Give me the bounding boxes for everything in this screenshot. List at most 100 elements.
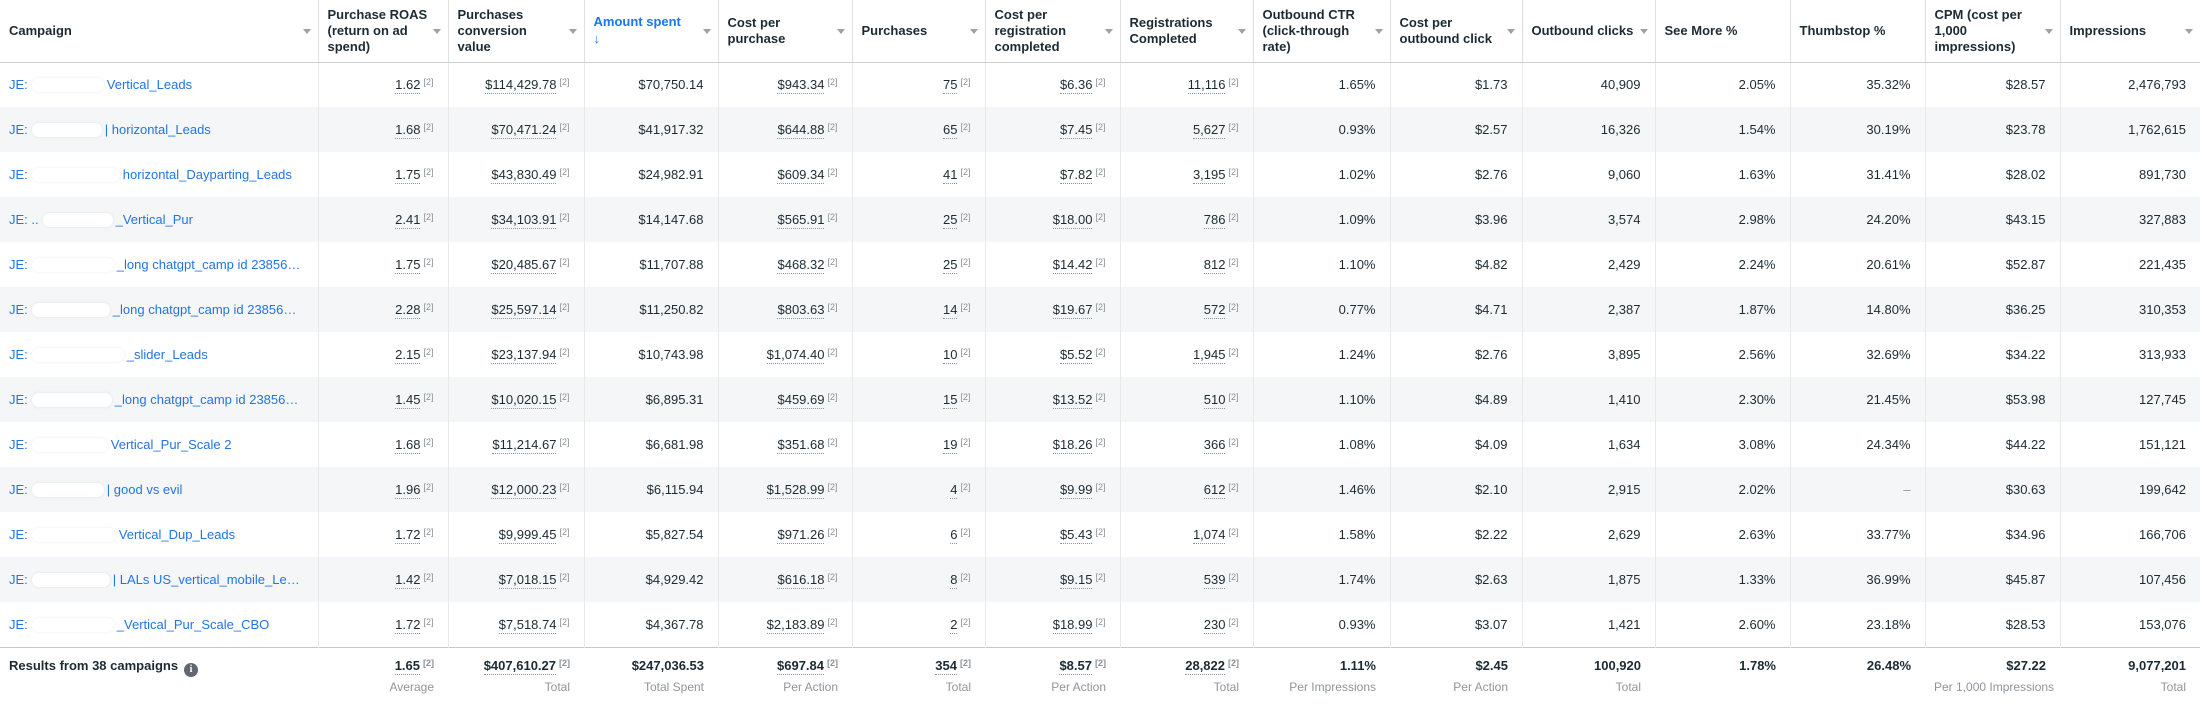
metric-value[interactable]: $351.68 <box>777 437 825 454</box>
column-header-registrations_completed[interactable]: Registrations Completed <box>1120 0 1254 63</box>
metric-value[interactable]: $7,518.74 <box>498 616 557 634</box>
campaign-link[interactable]: JE: _long chatgpt_camp id 23856… <box>9 392 298 407</box>
metric-value[interactable]: $565.91 <box>777 212 825 229</box>
column-header-campaign[interactable]: Campaign <box>0 0 319 63</box>
metric-value[interactable]: 2 <box>950 616 958 634</box>
column-header-roas[interactable]: Purchase ROAS (return on ad spend) <box>318 0 449 63</box>
metric-value[interactable]: $34,103.91 <box>491 212 557 229</box>
campaign-link[interactable]: JE: .. _Vertical_Pur <box>9 212 193 227</box>
metric-value[interactable]: 230 <box>1203 616 1226 634</box>
metric-value[interactable]: $609.34 <box>777 167 825 184</box>
metric-value[interactable]: 4 <box>950 482 958 499</box>
metric-value[interactable]: $9.99 <box>1059 482 1093 499</box>
metric-value[interactable]: 786 <box>1203 212 1226 229</box>
metric-value[interactable]: $616.18 <box>777 572 825 589</box>
metric-value[interactable]: $468.32 <box>777 257 825 274</box>
column-header-outbound_ctr[interactable]: Outbound CTR (click-through rate) <box>1253 0 1391 63</box>
metric-value[interactable]: $25,597.14 <box>491 302 557 319</box>
metric-value[interactable]: $14.42 <box>1052 257 1093 274</box>
metric-value[interactable]: 5,627 <box>1192 122 1226 139</box>
metric-value[interactable]: $23,137.94 <box>491 347 557 364</box>
metric-value[interactable]: 366 <box>1203 437 1226 454</box>
metric-value[interactable]: $644.88 <box>777 122 825 139</box>
column-header-cost_per_registration[interactable]: Cost per registration completed <box>985 0 1121 63</box>
metric-value[interactable]: 65 <box>943 122 958 139</box>
metric-value[interactable]: $2,183.89 <box>766 616 825 634</box>
metric-value[interactable]: 2.28 <box>395 302 421 319</box>
metric-value[interactable]: $11,214.67 <box>492 437 557 454</box>
metric-value[interactable]: $7.45 <box>1059 122 1093 139</box>
metric-value[interactable]: $18.00 <box>1052 212 1093 229</box>
column-header-thumbstop_pct[interactable]: Thumbstop % <box>1790 0 1926 63</box>
metric-value[interactable]: 11,116 <box>1187 77 1226 95</box>
metric-value[interactable]: 15 <box>943 392 958 409</box>
metric-value[interactable]: 14 <box>943 302 958 319</box>
column-header-outbound_clicks[interactable]: Outbound clicks <box>1522 0 1656 63</box>
campaign-link[interactable]: JE: horizontal_Dayparting_Leads <box>9 167 292 182</box>
metric-value[interactable]: 612 <box>1203 482 1226 499</box>
metric-value[interactable]: 1.72 <box>395 616 421 634</box>
metric-value[interactable]: $70,471.24 <box>491 122 557 139</box>
metric-value[interactable]: 1.75 <box>395 167 421 184</box>
total-metric-value[interactable]: 354 <box>935 657 957 675</box>
metric-value[interactable]: $1,528.99 <box>766 482 825 499</box>
campaign-link[interactable]: JE: Vertical_Leads <box>9 77 192 93</box>
metric-value[interactable]: 2.41 <box>395 212 421 229</box>
metric-value[interactable]: $19.67 <box>1052 302 1093 319</box>
column-header-see_more_pct[interactable]: See More % <box>1655 0 1791 63</box>
metric-value[interactable]: 1,074 <box>1192 527 1226 544</box>
metric-value[interactable]: 41 <box>943 167 958 184</box>
campaign-link[interactable]: JE: _long chatgpt_camp id 23856… <box>9 302 296 317</box>
campaign-link[interactable]: JE: | horizontal_Leads <box>9 122 211 137</box>
metric-value[interactable]: 1.42 <box>395 572 421 589</box>
total-metric-value[interactable]: $407,610.27 <box>483 657 556 675</box>
total-metric-value[interactable]: $697.84 <box>777 657 824 675</box>
metric-value[interactable]: $6.36 <box>1059 77 1093 95</box>
campaign-link[interactable]: JE: _long chatgpt_camp id 23856… <box>9 257 300 272</box>
metric-value[interactable]: $9.15 <box>1059 572 1093 589</box>
metric-value[interactable]: $10,020.15 <box>491 392 557 409</box>
metric-value[interactable]: 539 <box>1203 572 1226 589</box>
metric-value[interactable]: $114,429.78 <box>485 77 557 95</box>
metric-value[interactable]: $7.82 <box>1059 167 1093 184</box>
metric-value[interactable]: $803.63 <box>777 302 825 319</box>
campaign-link[interactable]: JE: _Vertical_Pur_Scale_CBO <box>9 617 269 632</box>
metric-value[interactable]: $5.52 <box>1059 347 1093 364</box>
metric-value[interactable]: 3,195 <box>1192 167 1226 184</box>
info-icon[interactable]: i <box>184 662 199 677</box>
metric-value[interactable]: 2.15 <box>395 347 421 364</box>
campaign-link[interactable]: JE: Vertical_Dup_Leads <box>9 527 235 542</box>
metric-value[interactable]: 75 <box>943 77 958 95</box>
metric-value[interactable]: 10 <box>943 347 958 364</box>
metric-value[interactable]: 1,945 <box>1192 347 1226 364</box>
campaign-link[interactable]: JE: | LALs US_vertical_mobile_Le… <box>9 572 300 587</box>
metric-value[interactable]: $13.52 <box>1052 392 1093 409</box>
total-metric-value[interactable]: 28,822 <box>1185 657 1225 675</box>
metric-value[interactable]: 1.96 <box>395 482 421 499</box>
metric-value[interactable]: $18.99 <box>1052 616 1093 634</box>
total-metric-value[interactable]: $8.57 <box>1059 657 1092 675</box>
metric-value[interactable]: 510 <box>1203 392 1226 409</box>
metric-value[interactable]: 1.68 <box>395 122 421 139</box>
column-header-cost_per_outbound_click[interactable]: Cost per outbound click <box>1390 0 1523 63</box>
metric-value[interactable]: 1.62 <box>395 77 421 95</box>
column-header-impressions[interactable]: Impressions <box>2060 0 2200 63</box>
metric-value[interactable]: 1.45 <box>395 392 421 409</box>
metric-value[interactable]: 19 <box>943 437 958 454</box>
metric-value[interactable]: $9,999.45 <box>498 527 557 544</box>
metric-value[interactable]: $459.69 <box>777 392 825 409</box>
metric-value[interactable]: 6 <box>950 527 958 544</box>
metric-value[interactable]: 1.75 <box>395 257 421 274</box>
metric-value[interactable]: $7,018.15 <box>498 572 557 589</box>
column-header-amount_spent[interactable]: Amount spent ↓ <box>584 0 719 63</box>
metric-value[interactable]: 25 <box>943 257 958 274</box>
column-header-cost_per_purchase[interactable]: Cost per purchase <box>718 0 853 63</box>
metric-value[interactable]: $971.26 <box>777 527 825 544</box>
campaign-link[interactable]: JE: | good vs evil <box>9 482 182 497</box>
metric-value[interactable]: $20,485.67 <box>491 257 557 274</box>
total-metric-value[interactable]: 1.65 <box>394 657 420 675</box>
metric-value[interactable]: 25 <box>943 212 958 229</box>
metric-value[interactable]: 812 <box>1203 257 1226 274</box>
column-header-purchases[interactable]: Purchases <box>852 0 986 63</box>
campaign-link[interactable]: JE: Vertical_Pur_Scale 2 <box>9 437 231 452</box>
